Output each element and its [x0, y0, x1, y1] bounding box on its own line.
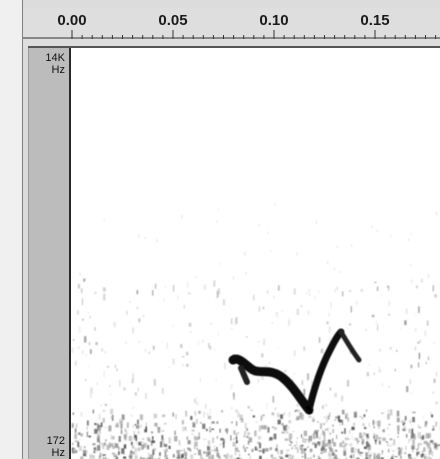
frequency-axis: 14K Hz 172 Hz [28, 48, 71, 459]
freq-bottom-label: 172 Hz [47, 435, 65, 459]
call-trace [228, 328, 362, 415]
freq-top-value: 14K [45, 52, 65, 64]
time-tick-label: 0.05 [158, 12, 188, 29]
spectrogram-image [71, 203, 440, 459]
time-ruler-ticks [23, 30, 440, 39]
spectrogram-canvas[interactable] [71, 48, 440, 459]
time-tick-label: 0.10 [259, 12, 289, 29]
spectrogram-top-border [28, 46, 440, 48]
time-tick-label: 0.15 [360, 12, 390, 29]
freq-bottom-unit: Hz [51, 447, 65, 459]
freq-top-unit: Hz [51, 64, 65, 76]
time-tick-label: 0.00 [57, 12, 87, 29]
time-ruler[interactable]: 0.00 0.05 0.10 0.15 [23, 8, 440, 48]
freq-bottom-value: 172 [46, 435, 65, 447]
freq-top-label: 14K Hz [45, 52, 65, 76]
